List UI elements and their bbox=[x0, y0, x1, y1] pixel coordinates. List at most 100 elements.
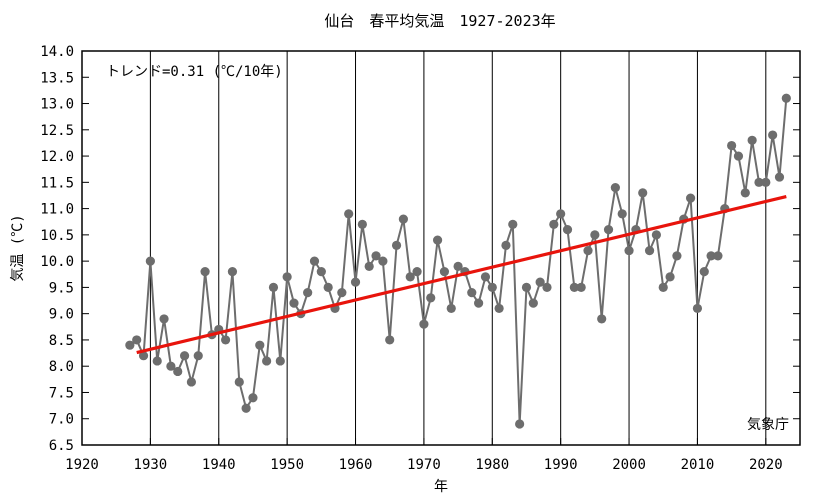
y-tick-label: 8.0 bbox=[49, 359, 74, 375]
data-point bbox=[227, 267, 238, 277]
data-point bbox=[515, 419, 525, 429]
data-point bbox=[179, 351, 190, 361]
y-axis-label: 気温 (℃) bbox=[10, 214, 26, 281]
data-point bbox=[672, 251, 682, 261]
y-tick-label: 6.5 bbox=[49, 438, 74, 454]
data-point bbox=[474, 298, 484, 308]
plot-frame bbox=[81, 50, 801, 446]
data-point bbox=[289, 298, 299, 308]
x-tick-label: 1920 bbox=[65, 457, 99, 473]
data-point bbox=[692, 303, 703, 314]
y-tick-label: 11.0 bbox=[40, 202, 74, 218]
data-point bbox=[501, 240, 511, 250]
data-point bbox=[453, 261, 463, 271]
trend-label: トレンド=0.31 (℃/10年) bbox=[106, 64, 283, 80]
data-point bbox=[713, 251, 723, 261]
data-point bbox=[569, 282, 579, 292]
data-point bbox=[309, 256, 320, 266]
data-point bbox=[617, 209, 627, 219]
data-point bbox=[562, 225, 573, 235]
data-point bbox=[727, 140, 737, 151]
data-point bbox=[535, 277, 545, 287]
data-point bbox=[316, 267, 326, 277]
y-tick-label: 13.5 bbox=[40, 70, 74, 86]
data-point bbox=[364, 261, 374, 271]
trend-line-path bbox=[136, 194, 787, 355]
x-tick-label: 2000 bbox=[612, 457, 646, 473]
x-tick-label: 1990 bbox=[544, 457, 578, 473]
x-tick-label: 1930 bbox=[134, 457, 168, 473]
data-point bbox=[193, 351, 203, 361]
data-point bbox=[378, 256, 388, 266]
data-point bbox=[412, 267, 422, 277]
y-tick-label: 14.0 bbox=[40, 44, 74, 60]
data-point bbox=[282, 272, 292, 282]
trend-line bbox=[136, 194, 787, 355]
y-tick-label: 8.5 bbox=[49, 333, 74, 349]
data-point bbox=[658, 282, 668, 292]
data-point bbox=[323, 282, 333, 292]
data-point bbox=[610, 182, 620, 193]
data-point bbox=[255, 340, 265, 350]
y-tick-label: 7.0 bbox=[49, 412, 74, 428]
data-point bbox=[138, 351, 149, 361]
x-tick-label: 1960 bbox=[339, 457, 373, 473]
x-tick-label: 1980 bbox=[475, 457, 509, 473]
data-point bbox=[173, 366, 183, 377]
y-tick-label: 10.5 bbox=[40, 228, 74, 244]
data-point bbox=[556, 209, 566, 219]
gridlines bbox=[149, 51, 767, 445]
data-point bbox=[200, 267, 210, 277]
data-point bbox=[241, 403, 251, 413]
x-tick-label: 1940 bbox=[202, 457, 236, 473]
data-point bbox=[132, 335, 142, 345]
data-point bbox=[248, 393, 258, 403]
data-point bbox=[768, 130, 778, 140]
data-point bbox=[651, 230, 662, 240]
data-point bbox=[303, 288, 313, 298]
data-point bbox=[467, 288, 477, 298]
data-point bbox=[385, 335, 395, 345]
data-point bbox=[576, 282, 586, 292]
data-point bbox=[159, 314, 169, 324]
data-point bbox=[152, 356, 162, 366]
y-tick-label: 11.5 bbox=[40, 175, 74, 191]
data-point bbox=[419, 319, 429, 329]
data-point bbox=[597, 314, 607, 324]
data-point bbox=[624, 246, 634, 256]
data-point bbox=[549, 219, 559, 229]
data-point bbox=[603, 225, 614, 235]
data-point bbox=[337, 288, 347, 298]
data-point bbox=[426, 293, 436, 303]
source-label: 気象庁 bbox=[747, 417, 789, 433]
y-tick-label: 9.0 bbox=[49, 307, 74, 323]
data-point bbox=[781, 93, 791, 103]
data-point bbox=[665, 272, 675, 282]
series-temperature bbox=[125, 93, 791, 429]
data-point bbox=[528, 298, 538, 308]
y-tick-label: 10.0 bbox=[40, 254, 74, 270]
x-tick-label: 1950 bbox=[270, 457, 304, 473]
y-tick-label: 13.0 bbox=[40, 97, 74, 113]
data-point bbox=[542, 282, 552, 292]
data-point bbox=[508, 219, 518, 229]
data-point bbox=[685, 193, 696, 203]
data-point bbox=[344, 209, 354, 219]
x-axis-label: 年 bbox=[434, 479, 448, 495]
y-tick-label: 12.0 bbox=[40, 149, 74, 165]
data-point bbox=[145, 256, 155, 266]
data-point bbox=[590, 230, 600, 240]
x-axis-ticks: 1920 1930 1940 1950 1960 1970 1980 1990 2000 2010… bbox=[65, 438, 783, 473]
data-point bbox=[733, 151, 744, 161]
data-point bbox=[432, 235, 443, 245]
data-point bbox=[166, 361, 176, 371]
data-point bbox=[774, 172, 785, 182]
data-point bbox=[644, 246, 655, 256]
x-tick-label: 2020 bbox=[749, 457, 783, 473]
data-point bbox=[747, 135, 757, 145]
data-point bbox=[487, 282, 497, 292]
data-point bbox=[699, 267, 709, 277]
data-point bbox=[761, 177, 771, 187]
x-tick-label: 1970 bbox=[407, 457, 441, 473]
